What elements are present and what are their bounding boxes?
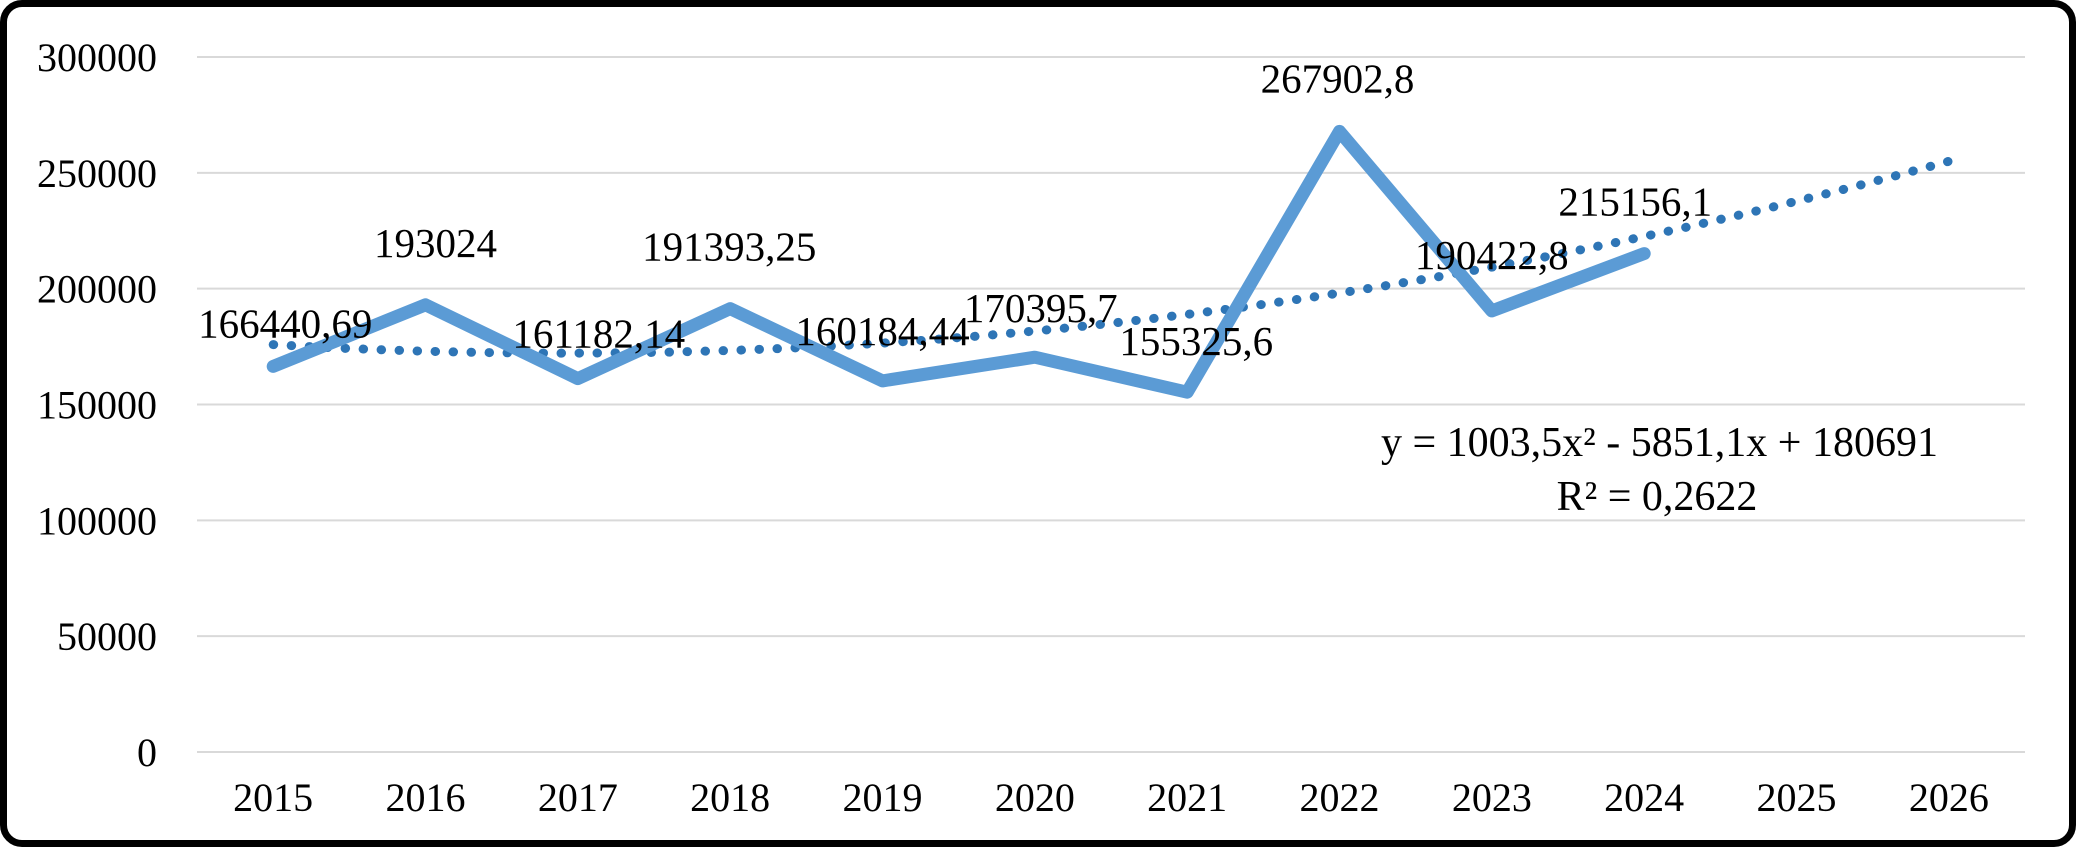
y-tick-label: 100000 [37, 498, 157, 543]
data-point-label: 193024 [374, 220, 497, 266]
data-point-label: 166440,69 [198, 300, 372, 346]
data-point-label: 191393,25 [642, 224, 816, 270]
x-axis-labels: 2015 2016 2017 2018 2019 2020 2021 2022 2023 2024… [233, 775, 1989, 820]
x-tick-label: 2022 [1300, 775, 1380, 820]
data-point-label: 160184,44 [795, 308, 969, 354]
x-tick-label: 2023 [1452, 775, 1532, 820]
y-tick-label: 300000 [37, 35, 157, 80]
x-tick-label: 2021 [1147, 775, 1227, 820]
x-tick-label: 2019 [843, 775, 923, 820]
y-axis-labels: 0 50000 100000 150000 200000 250000 300000 [37, 35, 157, 775]
data-point-label: 170395,7 [964, 285, 1118, 331]
line-chart-canvas: 0 50000 100000 150000 200000 250000 300000 2015… [37, 35, 2025, 820]
data-series-line [266, 124, 1651, 399]
data-point-label: 161182,14 [512, 311, 685, 357]
y-tick-label: 250000 [37, 151, 157, 196]
y-tick-label: 150000 [37, 383, 157, 428]
trendline-r-squared-text: R² = 0,2622 [1556, 474, 1758, 520]
x-tick-label: 2024 [1604, 775, 1684, 820]
x-tick-label: 2015 [233, 775, 313, 820]
x-tick-label: 2026 [1909, 775, 1989, 820]
y-tick-label: 0 [137, 730, 157, 775]
trendline-equation-text: y = 1003,5x² - 5851,1x + 180691 [1381, 420, 1938, 466]
data-point-label: 215156,1 [1558, 179, 1712, 225]
data-point-label: 190422,8 [1415, 232, 1569, 278]
x-tick-label: 2017 [538, 775, 618, 820]
data-point-label: 267902,8 [1261, 55, 1415, 101]
x-tick-label: 2016 [386, 775, 466, 820]
y-tick-label: 200000 [37, 267, 157, 312]
x-tick-label: 2025 [1757, 775, 1837, 820]
data-point-label: 155325,6 [1119, 318, 1273, 364]
x-tick-label: 2018 [690, 775, 770, 820]
y-tick-label: 50000 [57, 614, 157, 659]
trendline-equation-block: y = 1003,5x² - 5851,1x + 180691 R² = 0,2… [1381, 416, 1938, 524]
trendline-dotted [268, 156, 1954, 358]
x-tick-label: 2020 [995, 775, 1075, 820]
gridlines [197, 56, 2025, 753]
